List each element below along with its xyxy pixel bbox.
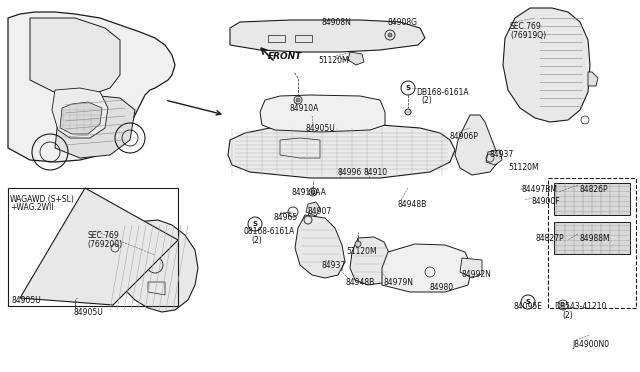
Circle shape: [296, 98, 300, 102]
Text: 84992N: 84992N: [461, 270, 491, 279]
Text: FRONT: FRONT: [268, 52, 302, 61]
Text: 84948B: 84948B: [397, 200, 426, 209]
Bar: [8, 188, 178, 306]
Text: 84979N: 84979N: [383, 278, 413, 287]
Text: WAGAWD.(S+SL): WAGAWD.(S+SL): [10, 195, 75, 204]
Polygon shape: [455, 115, 498, 175]
Polygon shape: [460, 258, 482, 278]
Polygon shape: [382, 244, 472, 292]
Text: 84910AA: 84910AA: [291, 188, 326, 197]
Text: 84827P: 84827P: [536, 234, 564, 243]
Text: 84996: 84996: [337, 168, 361, 177]
Text: S: S: [253, 221, 257, 227]
Polygon shape: [486, 150, 502, 165]
Text: S: S: [406, 85, 410, 91]
Circle shape: [355, 241, 361, 247]
Bar: [548, 178, 636, 308]
Text: (2): (2): [251, 236, 262, 245]
Polygon shape: [260, 95, 385, 132]
Polygon shape: [295, 215, 345, 278]
Text: 84910A: 84910A: [290, 104, 319, 113]
Text: 84095E: 84095E: [514, 302, 543, 311]
Text: 84905U: 84905U: [11, 296, 41, 305]
Text: 84905U: 84905U: [305, 124, 335, 133]
Circle shape: [561, 303, 565, 307]
Text: 84908N: 84908N: [322, 18, 352, 27]
Text: 51120M: 51120M: [318, 56, 349, 65]
Text: (76919Q): (76919Q): [510, 31, 546, 40]
Text: 84948B: 84948B: [345, 278, 374, 287]
Text: 08168-6161A: 08168-6161A: [243, 227, 294, 236]
Text: 84937: 84937: [321, 261, 345, 270]
Text: 51120M: 51120M: [346, 247, 376, 256]
Text: 84826P: 84826P: [579, 185, 607, 194]
Text: 84988M: 84988M: [579, 234, 610, 243]
Polygon shape: [228, 125, 455, 178]
Text: (769200): (769200): [87, 240, 122, 249]
Text: +WAG.2WII: +WAG.2WII: [10, 203, 54, 212]
Polygon shape: [325, 258, 342, 273]
Polygon shape: [554, 183, 630, 215]
Text: 84906P: 84906P: [449, 132, 478, 141]
Text: (2): (2): [421, 96, 432, 105]
Polygon shape: [60, 102, 102, 134]
Text: 84980: 84980: [430, 283, 454, 292]
Polygon shape: [30, 18, 120, 95]
Polygon shape: [52, 88, 108, 138]
Text: 84965: 84965: [274, 213, 298, 222]
Polygon shape: [348, 52, 364, 65]
Text: SEC.769: SEC.769: [87, 231, 119, 240]
Circle shape: [311, 190, 315, 194]
Polygon shape: [8, 12, 175, 162]
Text: 84910: 84910: [363, 168, 387, 177]
Text: 84905U: 84905U: [73, 308, 103, 317]
Text: J84900N0: J84900N0: [572, 340, 609, 349]
Text: 84908G: 84908G: [388, 18, 418, 27]
Circle shape: [388, 33, 392, 37]
Polygon shape: [554, 222, 630, 254]
Text: DB168-6161A: DB168-6161A: [416, 88, 468, 97]
Text: (2): (2): [562, 311, 573, 320]
Polygon shape: [306, 202, 320, 216]
Polygon shape: [20, 188, 178, 305]
Text: 84937: 84937: [489, 150, 513, 159]
Text: 84900F: 84900F: [531, 197, 559, 206]
Circle shape: [405, 109, 411, 115]
Polygon shape: [350, 237, 390, 285]
Text: DB543-41210: DB543-41210: [554, 302, 606, 311]
Polygon shape: [230, 20, 425, 52]
Text: 84497BM: 84497BM: [522, 185, 558, 194]
Polygon shape: [503, 8, 590, 122]
Polygon shape: [588, 72, 598, 86]
Polygon shape: [115, 220, 198, 312]
Text: 51120M: 51120M: [508, 163, 539, 172]
Polygon shape: [55, 95, 135, 158]
Text: S: S: [525, 299, 531, 305]
Text: 84907: 84907: [307, 207, 332, 216]
Text: SEC.769: SEC.769: [510, 22, 541, 31]
